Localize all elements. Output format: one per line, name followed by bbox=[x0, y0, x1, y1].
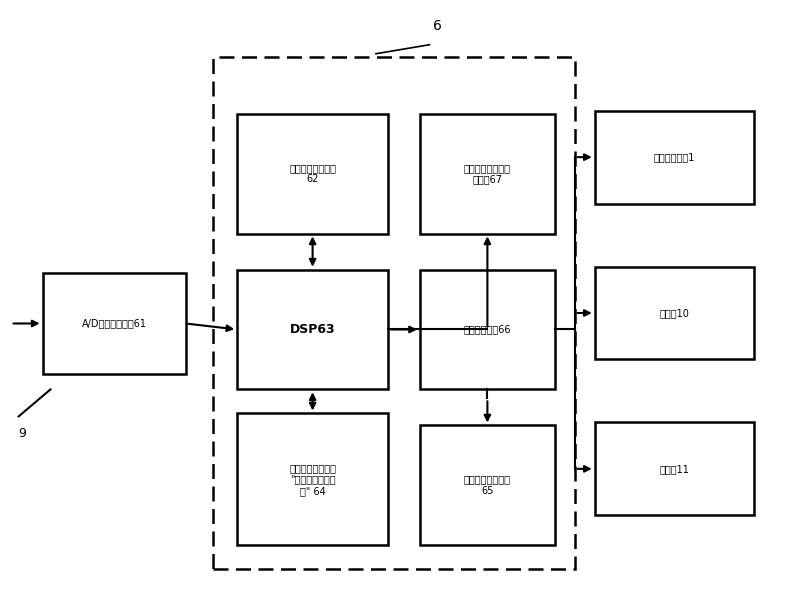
Bar bbox=[420, 114, 555, 234]
Bar bbox=[237, 114, 388, 234]
Text: 输出执行模块66: 输出执行模块66 bbox=[464, 324, 511, 335]
Text: 电能质量算法模块
62: 电能质量算法模块 62 bbox=[289, 163, 336, 185]
Text: A/D数据采集模块61: A/D数据采集模块61 bbox=[82, 318, 146, 329]
Bar bbox=[594, 111, 754, 204]
Bar bbox=[237, 270, 388, 390]
Text: 9: 9 bbox=[18, 427, 26, 440]
Text: 报警器10: 报警器10 bbox=[659, 308, 689, 318]
Bar bbox=[214, 57, 574, 569]
Text: 6: 6 bbox=[433, 19, 442, 33]
Bar bbox=[594, 267, 754, 359]
Text: 装置综合自动化保
护模块67: 装置综合自动化保 护模块67 bbox=[464, 163, 511, 185]
Text: 动态补偿算法模块
"直复学习最优控
制" 64: 动态补偿算法模块 "直复学习最优控 制" 64 bbox=[289, 463, 336, 496]
Bar bbox=[237, 413, 388, 545]
Bar bbox=[420, 425, 555, 545]
Bar bbox=[420, 270, 555, 390]
Text: 显示器11: 显示器11 bbox=[659, 464, 689, 474]
Text: 人工过零监控模块
65: 人工过零监控模块 65 bbox=[464, 474, 511, 496]
Bar bbox=[594, 422, 754, 515]
Bar bbox=[42, 272, 186, 374]
Text: 同步开关单元1: 同步开关单元1 bbox=[654, 152, 694, 162]
Text: DSP63: DSP63 bbox=[290, 323, 335, 336]
